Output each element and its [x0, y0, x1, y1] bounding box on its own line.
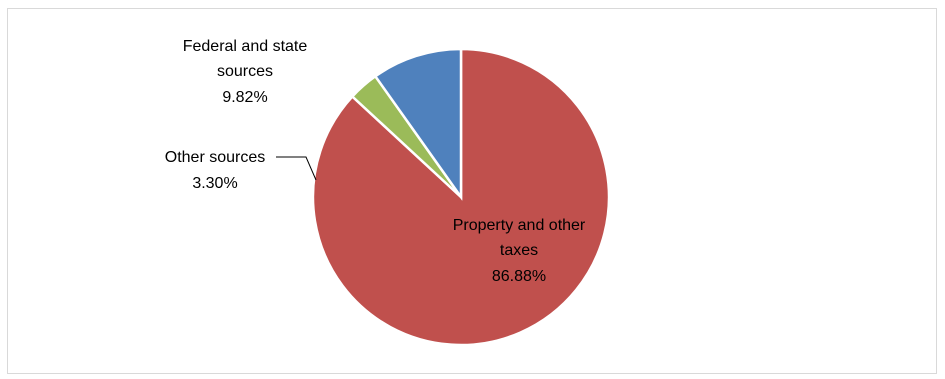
other-sources-value-label: 3.30%	[192, 175, 237, 192]
other-sources-label-line1: Other sources	[165, 149, 265, 166]
federal-state-value-label: 9.82%	[222, 89, 267, 106]
federal-state-label-line1: Federal and state	[183, 38, 308, 55]
federal-state-label-line2: sources	[217, 63, 273, 80]
property-taxes-label: Property and other taxes 86.88%	[453, 217, 586, 285]
other-sources-leader-line	[276, 156, 317, 181]
property-taxes-label-line2: taxes	[500, 242, 538, 259]
other-sources-label: Other sources 3.30%	[165, 149, 265, 192]
federal-state-label: Federal and state sources 9.82%	[183, 38, 308, 106]
federal-state-slice	[373, 47, 463, 201]
property-taxes-label-line1: Property and other	[453, 217, 586, 234]
property-taxes-value-label: 86.88%	[492, 268, 546, 285]
pie-slices	[311, 47, 611, 347]
